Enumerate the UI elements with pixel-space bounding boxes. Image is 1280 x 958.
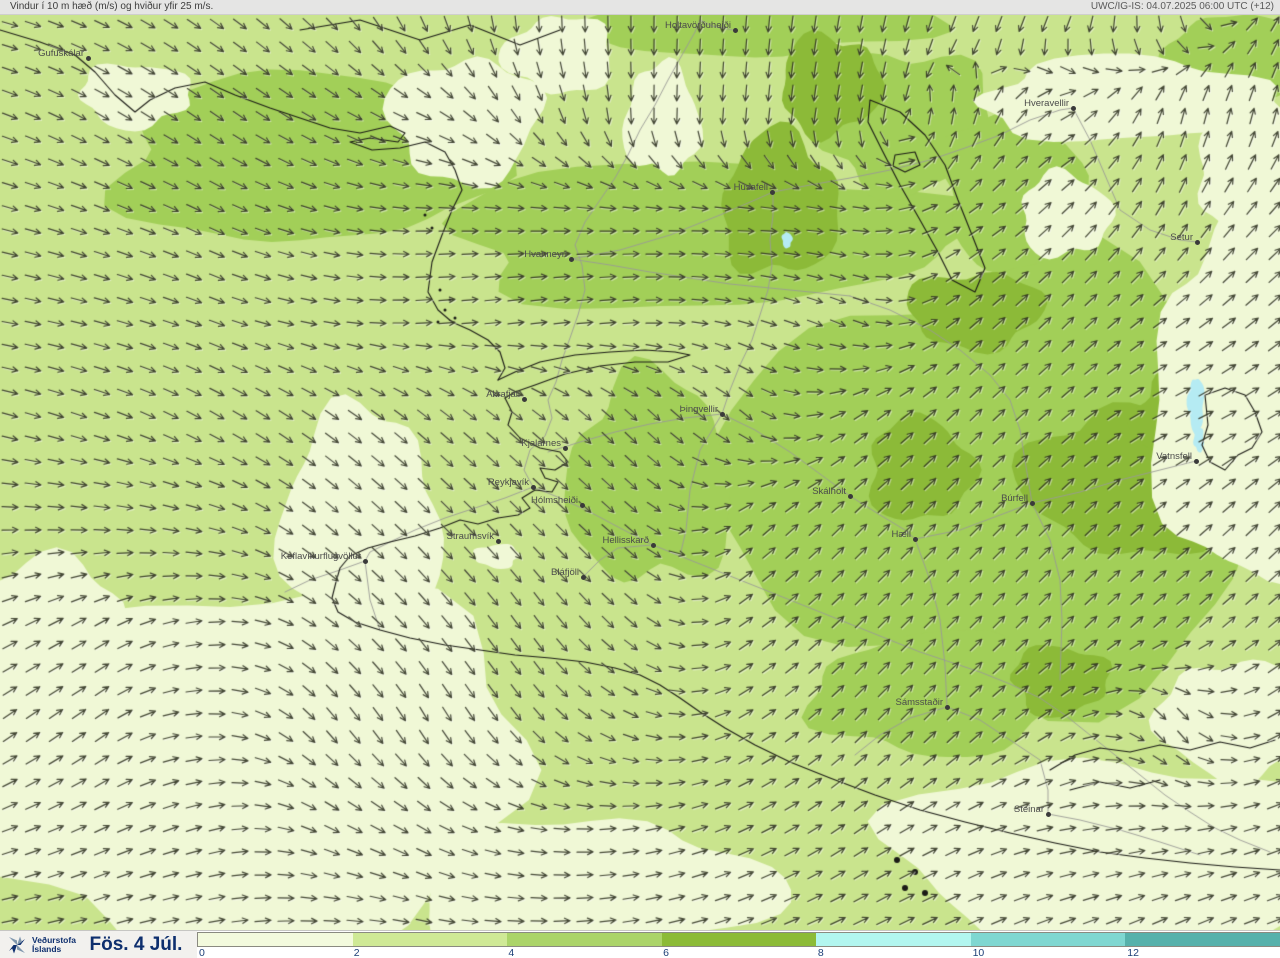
place-marker-dot [495,538,501,544]
legend-tick-label: 4 [508,947,515,958]
place-label: Þingvellir [679,404,718,415]
model-run-timestamp: UWC/IG-IS: 04.07.2025 06:00 UTC (+12) [1090,1,1274,12]
forecast-datetime: Fös. 4 Júl. 18:00 [89,934,183,955]
place-marker-dot [85,55,91,61]
place-label: Bláfjöll [551,567,579,578]
place-marker-dot [912,536,918,542]
place-marker-dot [562,445,568,451]
map-header-bar: Vindur í 10 m hæð (m/s) og hviður yfir 2… [0,0,1280,15]
place-marker-dot [1194,239,1200,245]
place-marker-dot [580,574,586,580]
place-marker-dot [719,411,725,417]
place-marker-dot [1193,458,1199,464]
legend-segment [661,933,817,946]
wind-speed-ticks: 0 2 4 6 8 10 12 [197,947,1280,958]
place-marker-dot [362,558,368,564]
legend-tick-label: 2 [353,947,360,958]
logo-line-2: Íslands [32,944,62,954]
place-marker-dot [579,502,585,508]
legend-segment [816,933,971,946]
legend-tick-label: 6 [663,947,669,958]
place-marker-dot [1045,811,1051,817]
place-marker-dot [530,484,536,490]
map-footer-bar: Veðurstofa Íslands Fös. 4 Júl. 18:00 0 2 4… [0,930,1280,958]
place-label: Keflavíkurflugvöllur [280,551,361,562]
legend-segment [352,933,508,946]
legend-segment [1125,933,1280,946]
place-label: Kjalarnes [521,438,561,449]
place-label: Reykjavík [487,477,529,488]
place-label: Steinar [1013,804,1044,815]
place-marker-dot [732,27,738,33]
place-label: Skálholt [812,486,846,497]
place-label: Hveravellir [1024,98,1069,109]
place-label: Vatnsfell [1156,451,1192,462]
legend-tick-label: 10 [972,947,985,958]
wind-speed-colorbar [197,932,1280,947]
wind-speed-legend: 0 2 4 6 8 10 12 [197,931,1280,958]
place-marker-dot [650,542,656,548]
place-label: Hellisskarð [602,535,649,546]
place-marker-dot [944,704,950,710]
place-label: Setur [1170,232,1193,243]
wind-map-canvas [0,14,1280,930]
logo-line-1: Veðurstofa [32,935,76,945]
map-title: Vindur í 10 m hæð (m/s) og hviður yfir 2… [10,1,214,12]
place-label: Hvanneyri [524,249,567,260]
vedurstofa-logo-icon [9,936,25,954]
place-label: Gufuskálar [38,48,84,59]
legend-tick-label: 0 [199,947,205,958]
wind-map: Gufuskálar Holtavörðuheiði Hveravellir Húsa… [0,14,1280,930]
vedurstofa-logo: Veðurstofa Íslands [6,933,76,957]
place-label: Holtavörðuheiði [664,20,731,31]
place-marker-dot [521,396,527,402]
place-marker-dot [769,189,775,195]
legend-tick-label: 8 [817,947,824,958]
legend-segment [970,933,1126,946]
place-label: Húsafell [733,182,768,193]
place-label: Straumsvík [446,531,494,542]
place-label: Akrafjall [486,389,520,400]
place-marker-dot [847,493,853,499]
legend-segment [507,933,662,946]
place-label: Búrfell [1001,493,1028,504]
place-marker-dot [1070,105,1076,111]
vedurstofa-logo-text: Veðurstofa Íslands [32,936,76,954]
legend-tick-label: 12 [1127,947,1139,958]
place-label: Hólmsheiði [531,495,578,506]
place-marker-dot [1029,500,1035,506]
place-label: Sámsstaðir [895,697,943,708]
place-marker-dot [568,256,574,262]
place-label: Hæll [891,529,911,540]
legend-segment [198,933,353,946]
